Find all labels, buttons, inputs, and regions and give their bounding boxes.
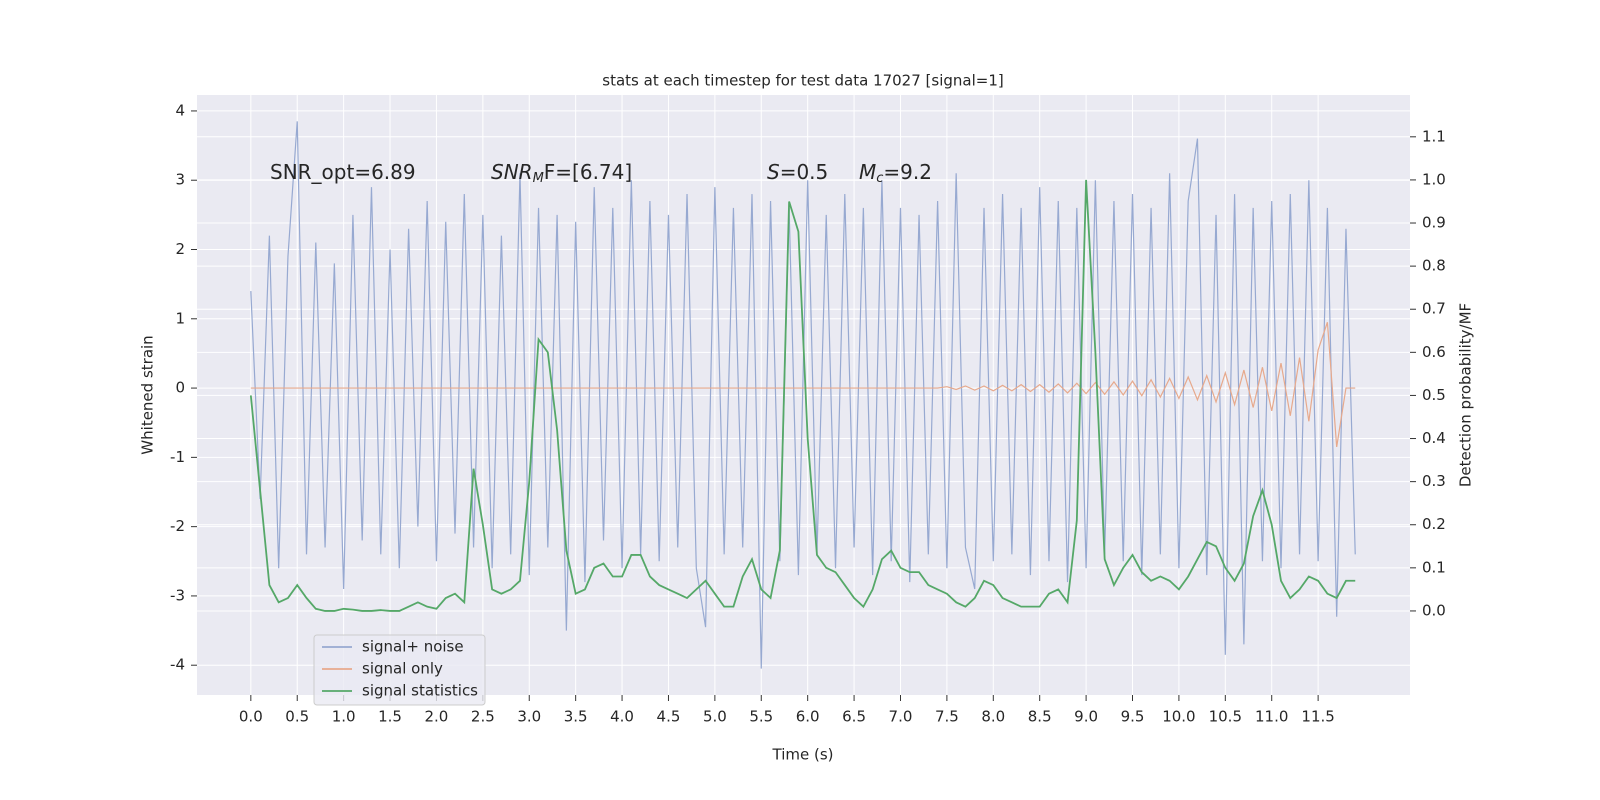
y-axis-label: Whitened strain (139, 335, 157, 454)
x-tick-label: 1.5 (378, 708, 402, 726)
series-line (249, 179, 1356, 612)
x-tick-label: 10.0 (1162, 708, 1195, 726)
annotation: Mc=9.2 (859, 160, 932, 186)
chart-title: stats at each timestep for test data 170… (602, 72, 1003, 90)
y-tick-label: -1 (170, 448, 185, 466)
x-tick-label: 0.5 (285, 708, 309, 726)
x-tick-label: 4.5 (657, 708, 681, 726)
x-tick-label: 6.5 (842, 708, 866, 726)
x-tick-label: 2.5 (471, 708, 495, 726)
y-tick-label: -3 (170, 586, 185, 604)
annotation-part: c (876, 171, 883, 186)
y-tick-label: 3 (175, 171, 185, 189)
x-tick-label: 6.0 (796, 708, 820, 726)
series-line (250, 322, 1356, 448)
x-tick-label: 3.0 (517, 708, 541, 726)
annotation-part: =0.5 (780, 160, 829, 184)
y2-tick-label: 0.6 (1422, 343, 1446, 361)
y-tick-label: 0 (175, 379, 185, 397)
x-tick-label: 7.0 (889, 708, 913, 726)
y-tick-label: 1 (175, 309, 185, 327)
annotation-part: S (767, 160, 780, 184)
x-tick-label: 1.0 (332, 708, 356, 726)
y2-axis-label: Detection probability/MF (1457, 303, 1475, 487)
x-tick-label: 9.5 (1121, 708, 1145, 726)
x-tick-label: 2.0 (425, 708, 449, 726)
series-line (250, 121, 1356, 669)
x-tick-label: 7.5 (935, 708, 959, 726)
annotation: SNRMF=[6.74] (491, 160, 632, 186)
annotation-part: M (533, 171, 544, 186)
y2-tick-label: 1.0 (1422, 170, 1446, 188)
y-tick-label: -2 (170, 517, 185, 535)
x-tick-label: 5.5 (749, 708, 773, 726)
x-tick-label: 4.0 (610, 708, 634, 726)
x-tick-label: 8.5 (1028, 708, 1052, 726)
y2-tick-label: 0.3 (1422, 472, 1446, 490)
y-tick-label: 2 (175, 240, 185, 258)
x-tick-label: 11.0 (1255, 708, 1288, 726)
annotation: SNR_opt=6.89 (270, 160, 416, 184)
annotation-part: SNR_opt=6.89 (270, 160, 416, 184)
x-tick-label: 0.0 (239, 708, 263, 726)
y2-tick-label: 0.7 (1422, 300, 1446, 318)
x-axis-label: Time (s) (772, 746, 834, 764)
annotation-part: SNR (491, 160, 533, 184)
legend-box (313, 634, 486, 706)
legend-label: signal only (362, 660, 443, 678)
annotation-part: =9.2 (883, 160, 932, 184)
y2-tick-label: 0.4 (1422, 429, 1446, 447)
legend-label: signal+ noise (362, 638, 464, 656)
x-tick-label: 9.0 (1074, 708, 1098, 726)
annotation: S=0.5 (767, 160, 828, 184)
y-tick-label: -4 (170, 656, 185, 674)
y2-tick-label: 1.1 (1422, 127, 1446, 145)
annotation-part: M (859, 160, 876, 184)
y-tick-label: 4 (175, 101, 185, 119)
x-tick-label: 3.5 (564, 708, 588, 726)
x-tick-label: 5.0 (703, 708, 727, 726)
annotation-part: F=[6.74] (544, 160, 632, 184)
y2-tick-label: 0.9 (1422, 214, 1446, 232)
x-tick-label: 10.5 (1209, 708, 1242, 726)
y2-tick-label: 0.5 (1422, 386, 1446, 404)
y2-tick-label: 0.8 (1422, 257, 1446, 275)
y2-tick-label: 0.2 (1422, 515, 1446, 533)
x-tick-label: 8.0 (981, 708, 1005, 726)
legend-label: signal statistics (362, 682, 478, 700)
y2-tick-label: 0.0 (1422, 601, 1446, 619)
x-tick-label: 11.5 (1301, 708, 1334, 726)
y2-tick-label: 0.1 (1422, 558, 1446, 576)
